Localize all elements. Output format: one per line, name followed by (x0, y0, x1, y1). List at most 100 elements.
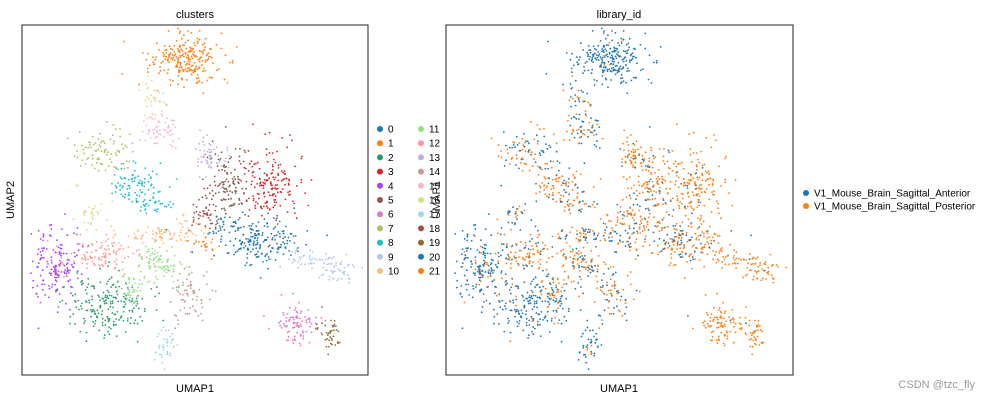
cluster-point (262, 205, 265, 208)
library-point (528, 262, 531, 265)
library-point (598, 53, 601, 56)
cluster-point (50, 235, 52, 238)
cluster-point (48, 234, 51, 237)
cluster-point (294, 339, 296, 342)
cluster-point (162, 60, 164, 63)
cluster-point (267, 256, 270, 258)
library-point (651, 166, 654, 169)
cluster-point (175, 56, 178, 58)
cluster-point (92, 218, 94, 221)
library-point (484, 261, 487, 264)
cluster-point (247, 169, 250, 172)
library-point (749, 252, 751, 255)
cluster-point (197, 158, 200, 160)
cluster-point (220, 151, 223, 154)
library-point (658, 148, 661, 150)
library-point (709, 320, 712, 323)
library-point (542, 150, 545, 153)
cluster-point (185, 220, 188, 223)
library-point (678, 232, 680, 235)
cluster-point (264, 182, 266, 185)
cluster-point (247, 150, 250, 152)
library-point (679, 201, 681, 203)
cluster-point (290, 254, 292, 257)
legend-cluster-10-marker (377, 268, 383, 274)
library-point (542, 269, 544, 272)
cluster-point (155, 200, 157, 203)
cluster-point (190, 271, 193, 274)
cluster-point (147, 133, 149, 135)
cluster-point (243, 173, 246, 175)
cluster-point (104, 296, 106, 298)
library-point (587, 45, 590, 47)
cluster-point (200, 312, 202, 315)
cluster-point (110, 161, 113, 164)
cluster-point (217, 154, 220, 157)
cluster-point (186, 313, 189, 315)
library-point (536, 236, 539, 239)
library-point (593, 47, 596, 50)
library-point (463, 238, 466, 240)
cluster-point (171, 54, 174, 56)
library-point (669, 187, 671, 190)
library-point (502, 131, 505, 134)
library-point (647, 229, 650, 231)
library-point (761, 342, 763, 345)
library-point (532, 326, 534, 328)
cluster-point (147, 52, 149, 55)
cluster-point (189, 46, 192, 49)
library-point (638, 154, 640, 156)
library-point (582, 260, 584, 262)
cluster-point (320, 274, 323, 277)
library-point (627, 187, 629, 190)
legend-cluster-19-label: 19 (429, 238, 441, 249)
library-point (538, 128, 541, 131)
cluster-point (267, 245, 270, 248)
cluster-point (172, 287, 174, 289)
cluster-point (137, 286, 140, 289)
cluster-point (173, 345, 175, 348)
cluster-point (229, 190, 232, 193)
library-point (638, 192, 641, 195)
library-point (455, 260, 458, 263)
cluster-point (169, 238, 172, 241)
cluster-point (50, 274, 52, 276)
cluster-point (96, 158, 99, 161)
cluster-point (160, 329, 163, 332)
cluster-point (94, 264, 96, 267)
library-point (539, 335, 542, 337)
library-point (586, 326, 589, 329)
cluster-point (226, 149, 229, 152)
library-point (585, 228, 587, 231)
library-point (516, 321, 518, 323)
library-point (714, 139, 717, 142)
cluster-point (263, 225, 266, 227)
cluster-point (195, 234, 198, 237)
cluster-point (122, 248, 125, 251)
cluster-point (301, 155, 303, 158)
library-point (705, 137, 707, 139)
cluster-point (279, 204, 282, 207)
library-point (604, 229, 606, 232)
cluster-point (111, 312, 114, 314)
library-point (673, 251, 676, 253)
cluster-point (134, 301, 136, 304)
cluster-point (99, 304, 102, 307)
library-point (648, 54, 651, 57)
library-point (743, 259, 745, 261)
cluster-point (210, 241, 213, 244)
cluster-point (91, 154, 94, 157)
cluster-point (263, 191, 265, 194)
library-point (744, 274, 747, 277)
library-point (578, 118, 580, 120)
library-point (597, 265, 599, 267)
library-point (610, 313, 613, 315)
cluster-point (69, 279, 72, 281)
cluster-point (113, 241, 116, 244)
library-point (490, 270, 493, 273)
legend-cluster-6-marker (377, 211, 383, 218)
cluster-point (152, 96, 155, 99)
library-point (651, 180, 654, 183)
cluster-point (37, 265, 39, 268)
library-point (487, 276, 489, 278)
